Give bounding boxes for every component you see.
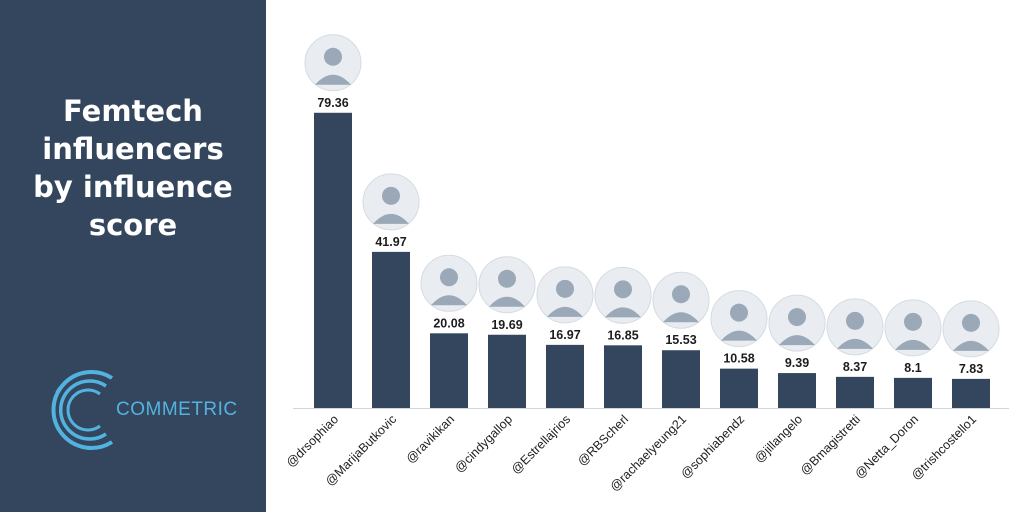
chart-title: Femtech influencers by influence score xyxy=(33,94,233,242)
avatar xyxy=(826,298,884,356)
data-label: 7.83 xyxy=(959,362,983,376)
avatar xyxy=(304,34,362,92)
avatar xyxy=(768,294,826,352)
data-label: 16.85 xyxy=(607,328,638,342)
data-label: 79.36 xyxy=(317,96,348,110)
avatar xyxy=(942,300,1000,358)
bar xyxy=(894,377,932,408)
category-label: @jillangelo xyxy=(752,412,805,465)
data-label: 10.58 xyxy=(723,352,754,366)
data-label: 9.39 xyxy=(785,356,809,370)
bar xyxy=(604,345,642,408)
side-panel: Femtech influencers by influence score C… xyxy=(0,0,266,512)
brand-name: COMMETRIC xyxy=(116,399,238,420)
category-label: @Bmagistretti xyxy=(798,412,864,478)
bar xyxy=(546,344,584,408)
bar xyxy=(372,251,410,408)
avatar xyxy=(594,266,652,324)
avatar xyxy=(536,266,594,324)
avatar xyxy=(420,254,478,312)
avatar xyxy=(884,299,942,357)
bar xyxy=(720,368,758,408)
avatar xyxy=(652,271,710,329)
bar xyxy=(488,334,526,408)
data-label: 41.97 xyxy=(375,235,406,249)
avatar xyxy=(478,256,536,314)
bar xyxy=(836,376,874,408)
avatar xyxy=(362,173,420,231)
data-label: 20.08 xyxy=(433,316,464,330)
category-label: @drsophiao xyxy=(283,412,341,470)
category-label: @Estrellajrios xyxy=(509,412,574,477)
avatar xyxy=(710,290,768,348)
data-label: 8.1 xyxy=(904,361,921,375)
bar xyxy=(952,378,990,408)
category-label: @ravikikan xyxy=(403,412,457,466)
commetric-logo-icon xyxy=(51,370,114,450)
bar-chart: 79.36@drsophiao41.97@MarijaButkovic20.08… xyxy=(283,34,1009,494)
data-label: 15.53 xyxy=(665,333,696,347)
category-label: @cindygallop xyxy=(452,412,515,475)
data-label: 8.37 xyxy=(843,360,867,374)
bar xyxy=(314,112,352,409)
bar xyxy=(430,333,468,408)
bar xyxy=(662,350,700,408)
data-label: 16.97 xyxy=(549,328,580,342)
category-label: @RBScherl xyxy=(575,412,631,468)
bar xyxy=(778,373,816,408)
data-label: 19.69 xyxy=(491,318,522,332)
